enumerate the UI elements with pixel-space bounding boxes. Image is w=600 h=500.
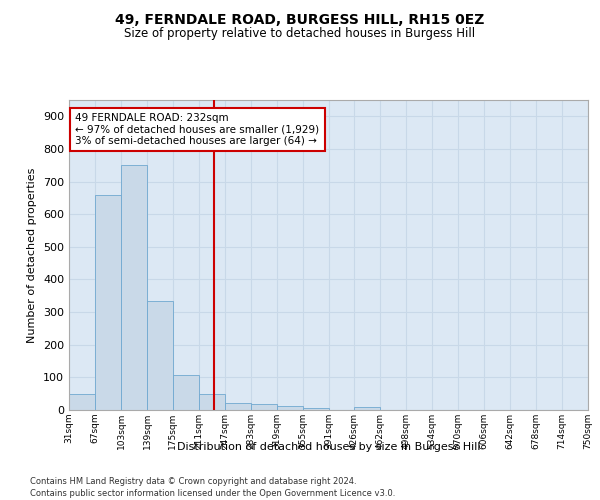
Text: Contains public sector information licensed under the Open Government Licence v3: Contains public sector information licen…: [30, 489, 395, 498]
Bar: [303, 408, 329, 410]
Bar: [121, 166, 147, 410]
Bar: [69, 394, 95, 410]
Bar: [277, 406, 302, 410]
Bar: [147, 300, 173, 410]
Bar: [225, 403, 251, 410]
Text: Contains HM Land Registry data © Crown copyright and database right 2024.: Contains HM Land Registry data © Crown c…: [30, 478, 356, 486]
Bar: [355, 408, 380, 410]
Y-axis label: Number of detached properties: Number of detached properties: [28, 168, 37, 342]
Text: 49 FERNDALE ROAD: 232sqm
← 97% of detached houses are smaller (1,929)
3% of semi: 49 FERNDALE ROAD: 232sqm ← 97% of detach…: [76, 113, 320, 146]
Text: 49, FERNDALE ROAD, BURGESS HILL, RH15 0EZ: 49, FERNDALE ROAD, BURGESS HILL, RH15 0E…: [115, 12, 485, 26]
Bar: [251, 404, 277, 410]
Bar: [173, 375, 199, 410]
Bar: [199, 394, 225, 410]
Text: Size of property relative to detached houses in Burgess Hill: Size of property relative to detached ho…: [124, 28, 476, 40]
Text: Distribution of detached houses by size in Burgess Hill: Distribution of detached houses by size …: [177, 442, 481, 452]
Bar: [95, 194, 121, 410]
